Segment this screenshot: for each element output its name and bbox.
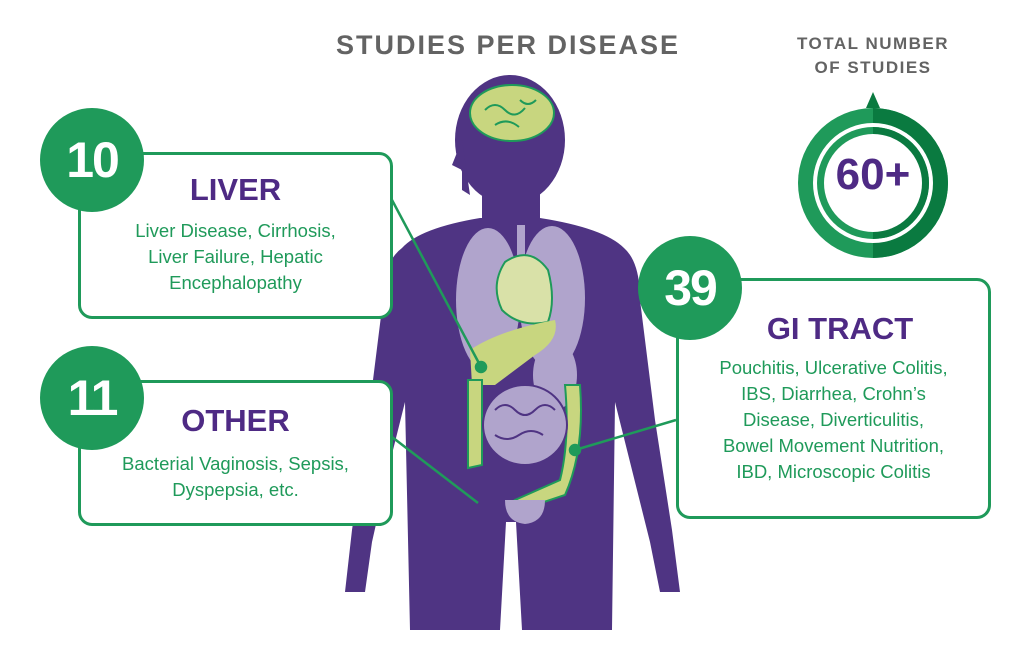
desc-line: Dyspepsia, etc. [172, 479, 299, 500]
desc-line: Pouchitis, Ulcerative Colitis, [719, 357, 948, 378]
total-label-line2: OF STUDIES [814, 58, 932, 77]
total-value: 60+ [835, 150, 911, 199]
intestines-organ [482, 384, 568, 466]
desc-line: Liver Failure, Hepatic [148, 246, 323, 267]
desc-line: IBD, Microscopic Colitis [736, 461, 931, 482]
brain-icon [469, 84, 555, 142]
category-title-other: OTHER [181, 403, 290, 438]
heart-icon [495, 254, 553, 325]
connectors [390, 199, 677, 504]
liver-organ [470, 320, 556, 385]
category-desc-liver: Liver Disease, Cirrhosis, Liver Failure,… [78, 218, 393, 296]
desc-line: Bowel Movement Nutrition, [722, 435, 945, 456]
organs [456, 84, 585, 524]
count-badge-liver: 10 [40, 108, 144, 212]
bladder-organ [505, 500, 545, 524]
total-label-line1: TOTAL NUMBER [796, 34, 950, 53]
category-title-liver: LIVER [189, 172, 282, 207]
category-desc-gi-tract: Pouchitis, Ulcerative Colitis, IBS, Diar… [676, 355, 991, 485]
desc-line: Bacterial Vaginosis, Sepsis, [122, 453, 349, 474]
desc-line: IBS, Diarrhea, Crohn’s [741, 383, 926, 404]
count-badge-other: 11 [40, 346, 144, 450]
total-ring [798, 92, 948, 258]
total-label: TOTAL NUMBER OF STUDIES [773, 32, 973, 80]
page-title: STUDIES PER DISEASE [335, 30, 681, 60]
category-title-gi-tract: GI TRACT [766, 311, 914, 346]
desc-line: Liver Disease, Cirrhosis, [135, 220, 336, 241]
desc-line: Encephalopathy [169, 272, 302, 293]
desc-line: Disease, Diverticulitis, [743, 409, 924, 430]
category-desc-other: Bacterial Vaginosis, Sepsis, Dyspepsia, … [78, 451, 393, 503]
count-badge-gi-tract: 39 [638, 236, 742, 340]
